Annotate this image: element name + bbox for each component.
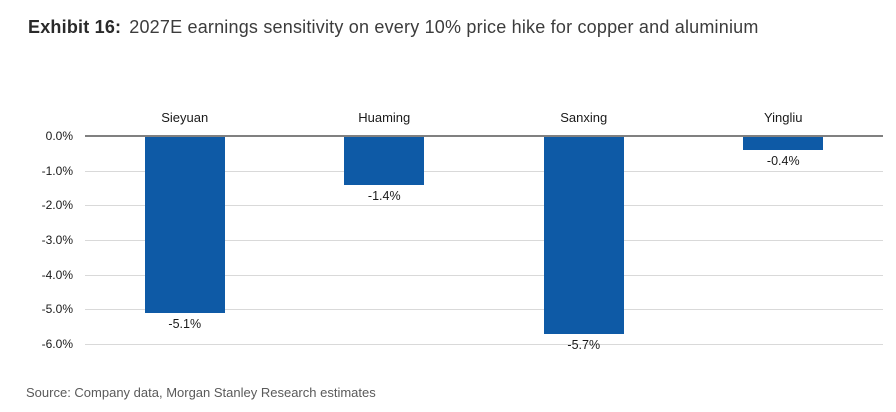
bar-chart: 0.0% -1.0% -2.0% -3.0% -4.0% -5.0% -6.0% Sieyua… — [28, 105, 888, 367]
exhibit-title-text: 2027E earnings sensitivity on every 10% … — [129, 17, 759, 37]
exhibit-number-label: Exhibit 16: — [28, 17, 122, 37]
category-label: Sieyuan — [161, 110, 209, 125]
value-label: -5.1% — [168, 316, 202, 331]
gridline — [85, 170, 883, 172]
y-tick-label: 0.0% — [45, 129, 73, 143]
bar — [144, 137, 225, 313]
gridline — [85, 344, 883, 345]
category-label: Huaming — [358, 110, 411, 125]
y-tick-label: -6.0% — [41, 337, 73, 351]
exhibit-title: Exhibit 16: 2027E earnings sensitivity on… — [28, 10, 864, 45]
y-tick-label: -5.0% — [41, 302, 73, 317]
gridline — [85, 205, 883, 207]
gridline — [85, 274, 883, 276]
y-tick-label: -1.0% — [41, 163, 73, 178]
gridline — [85, 240, 883, 241]
value-label: -0.4% — [766, 153, 800, 168]
value-label: -1.4% — [367, 188, 401, 203]
category-label: Yingliu — [763, 110, 803, 125]
bar — [344, 137, 425, 185]
bar — [543, 137, 624, 334]
y-tick-label: -4.0% — [41, 267, 73, 282]
category-label: Sanxing — [560, 110, 608, 125]
zero-axis-line — [85, 135, 883, 137]
bar — [743, 137, 824, 150]
y-tick-label: -3.0% — [41, 233, 73, 247]
y-tick-label: -2.0% — [41, 198, 73, 213]
gridline — [85, 309, 883, 311]
value-label: -5.7% — [567, 337, 601, 352]
source-note: Source: Company data, Morgan Stanley Res… — [26, 385, 376, 400]
